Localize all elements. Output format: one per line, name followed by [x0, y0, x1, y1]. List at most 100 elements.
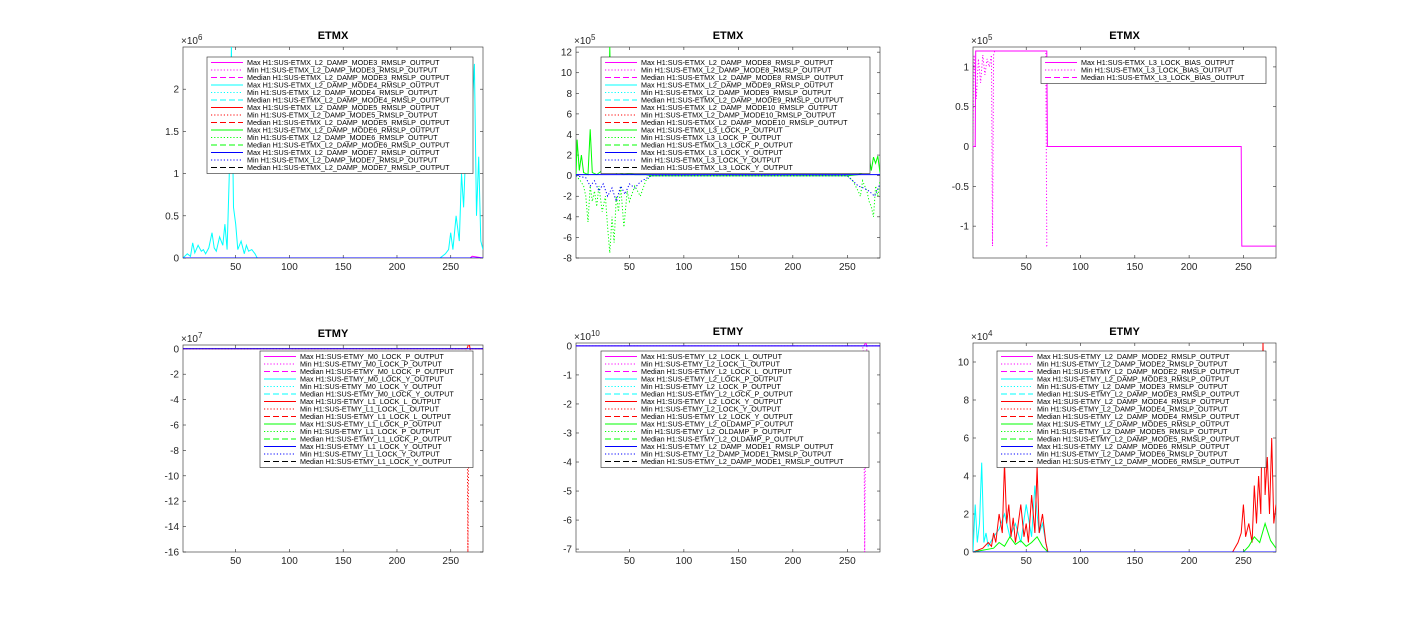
legend-entry: Max H1:SUS-ETMX_L2_DAMP_MODE10_RMSLP_OUT…	[641, 103, 838, 112]
x-tick-label: 250	[442, 556, 459, 567]
legend-entry: Min H1:SUS-ETMY_L2_LOCK_L_OUTPUT	[641, 360, 781, 369]
y-tick-label: 4	[566, 130, 572, 141]
legend-entry: Min H1:SUS-ETMY_L1_LOCK_Y_OUTPUT	[300, 450, 440, 459]
legend-entry: Max H1:SUS-ETMY_M0_LOCK_Y_OUTPUT	[300, 375, 444, 384]
x-tick-label: 100	[676, 262, 693, 273]
axis-exponent-base: ×10	[574, 36, 591, 47]
legend-entry: Min H1:SUS-ETMY_L2_OLDAMP_P_OUTPUT	[641, 427, 792, 436]
y-tick-label: 0.5	[955, 102, 969, 113]
axis-exponent-power: 6	[198, 33, 203, 42]
y-tick-label: -4	[563, 212, 572, 223]
x-tick-label: 250	[1235, 556, 1252, 567]
legend-entry: Min H1:SUS-ETMX_L2_DAMP_MODE5_RMSLP_OUTP…	[247, 111, 438, 120]
y-tick-label: 6	[566, 109, 572, 120]
axis-exponent-power: 4	[988, 329, 993, 338]
y-tick-label: 2	[566, 151, 572, 162]
x-tick-label: 150	[1126, 262, 1143, 273]
x-tick-label: 150	[730, 556, 747, 567]
legend-entry: Max H1:SUS-ETMY_L2_DAMP_MODE4_RMSLP_OUTP…	[1037, 397, 1230, 406]
chart-panel-1: ETMX ×106 50 100 150 200 250 0 0.5 1 1.5 2 Max H1:SU…	[165, 30, 484, 273]
legend-entry: Median H1:SUS-ETMY_L2_DAMP_MODE5_RMSLP_O…	[1037, 435, 1240, 444]
legend-box	[1040, 56, 1267, 84]
legend-entry: Max H1:SUS-ETMX_L2_DAMP_MODE4_RMSLP_OUTP…	[247, 81, 440, 90]
legend-entry: Median H1:SUS-ETMX_L2_DAMP_MODE8_RMSLP_O…	[641, 73, 844, 82]
legend-entry: Median H1:SUS-ETMY_L1_LOCK_Y_OUTPUT	[300, 457, 452, 466]
legend-entry: Median H1:SUS-ETMY_L2_DAMP_MODE4_RMSLP_O…	[1037, 412, 1240, 421]
legend-entry: Median H1:SUS-ETMX_L3_LOCK_Y_OUTPUT	[641, 163, 793, 172]
legend-entry: Median H1:SUS-ETMY_L2_LOCK_Y_OUTPUT	[641, 412, 793, 421]
y-tick-label: 12	[561, 48, 573, 59]
x-tick-label: 50	[624, 556, 636, 567]
y-tick-label: -3	[563, 428, 572, 439]
legend-entry: Median H1:SUS-ETMX_L2_DAMP_MODE10_RMSLP_…	[641, 118, 848, 127]
y-tick-label: 0	[963, 142, 969, 153]
legend-box	[259, 350, 474, 468]
axis-exponent: ×105	[971, 33, 993, 47]
legend-entry: Median H1:SUS-ETMY_L2_DAMP_MODE6_RMSLP_O…	[1037, 457, 1240, 466]
legend-entry: Median H1:SUS-ETMX_L3_LOCK_BIAS_OUTPUT	[1081, 73, 1245, 82]
x-tick-label: 250	[839, 262, 856, 273]
legend-entry: Median H1:SUS-ETMY_L2_LOCK_P_OUTPUT	[641, 390, 793, 399]
legend-entry: Min H1:SUS-ETMX_L3_LOCK_BIAS_OUTPUT	[1081, 66, 1233, 75]
legend-entry: Max H1:SUS-ETMX_L3_LOCK_Y_OUTPUT	[641, 148, 783, 157]
x-tick-label: 150	[335, 556, 352, 567]
y-tick-label: -16	[165, 548, 180, 559]
x-tick-label: 100	[676, 556, 693, 567]
series-group	[973, 50, 1276, 247]
series-line-1	[973, 462, 1049, 552]
legend-entry: Min H1:SUS-ETMY_M0_LOCK_P_OUTPUT	[300, 360, 442, 369]
legend-entry: Max H1:SUS-ETMY_L2_DAMP_MODE6_RMSLP_OUTP…	[1037, 442, 1230, 451]
y-tick-label: -6	[563, 516, 572, 527]
legend-entry: Min H1:SUS-ETMY_L2_LOCK_Y_OUTPUT	[641, 405, 781, 414]
legend-entry: Min H1:SUS-ETMY_L2_DAMP_MODE4_RMSLP_OUTP…	[1037, 405, 1228, 414]
legend-entry: Min H1:SUS-ETMY_L2_DAMP_MODE5_RMSLP_OUTP…	[1037, 427, 1228, 436]
legend-entry: Min H1:SUS-ETMY_M0_LOCK_Y_OUTPUT	[300, 382, 442, 391]
legend-entry: Median H1:SUS-ETMX_L2_DAMP_MODE9_RMSLP_O…	[641, 96, 844, 105]
series-line-1	[973, 50, 1276, 247]
x-tick-label: 250	[1235, 262, 1252, 273]
y-tick-label: 0	[963, 548, 969, 559]
legend-entry: Max H1:SUS-ETMY_L2_LOCK_L_OUTPUT	[641, 352, 783, 361]
x-tick-label: 250	[442, 262, 459, 273]
legend-entry: Max H1:SUS-ETMX_L2_DAMP_MODE5_RMSLP_OUTP…	[247, 103, 440, 112]
legend-box	[996, 350, 1267, 468]
y-tick-label: -2	[170, 370, 179, 381]
series-group	[576, 343, 880, 552]
legend-box	[600, 350, 870, 468]
chart-title: ETMX	[318, 30, 349, 42]
y-tick-label: 10	[561, 68, 573, 79]
axis-exponent-power: 7	[198, 331, 203, 340]
legend-entry: Min H1:SUS-ETMY_L2_DAMP_MODE3_RMSLP_OUTP…	[1037, 382, 1228, 391]
legend-entry: Min H1:SUS-ETMY_L2_DAMP_MODE1_RMSLP_OUTP…	[641, 450, 832, 459]
y-tick-label: -12	[165, 497, 180, 508]
legend-entry: Max H1:SUS-ETMX_L2_DAMP_MODE9_RMSLP_OUTP…	[641, 81, 834, 90]
series-line-2	[973, 343, 1276, 552]
legend-entry: Max H1:SUS-ETMX_L2_DAMP_MODE7_RMSLP_OUTP…	[247, 148, 440, 157]
y-tick-label: 1	[173, 169, 179, 180]
legend: Max H1:SUS-ETMX_L2_DAMP_MODE8_RMSLP_OUTP…	[600, 56, 871, 174]
legend-entry: Max H1:SUS-ETMY_L2_OLDAMP_P_OUTPUT	[641, 420, 794, 429]
chart-panel-5: ETMY ×1010 50 100 150 200 250 -7 -6 -5 -4 -3 -2 -1 0 Ma…	[563, 326, 881, 567]
legend-entry: Min H1:SUS-ETMY_L2_DAMP_MODE6_RMSLP_OUTP…	[1037, 450, 1228, 459]
y-tick-label: 10	[958, 358, 970, 369]
legend-entry: Max H1:SUS-ETMY_L2_DAMP_MODE1_RMSLP_OUTP…	[641, 442, 834, 451]
legend-entry: Max H1:SUS-ETMX_L3_LOCK_BIAS_OUTPUT	[1081, 58, 1235, 67]
axis-exponent-power: 5	[591, 33, 596, 42]
x-tick-label: 200	[1181, 556, 1198, 567]
legend-entry: Median H1:SUS-ETMX_L2_DAMP_MODE3_RMSLP_O…	[247, 73, 450, 82]
legend-entry: Max H1:SUS-ETMX_L2_DAMP_MODE6_RMSLP_OUTP…	[247, 126, 440, 135]
y-tick-label: 4	[963, 472, 969, 483]
legend-entry: Min H1:SUS-ETMX_L3_LOCK_Y_OUTPUT	[641, 156, 781, 165]
axis-exponent: ×107	[181, 331, 203, 345]
legend-entry: Median H1:SUS-ETMY_L2_DAMP_MODE2_RMSLP_O…	[1037, 367, 1240, 376]
y-tick-label: -6	[170, 421, 179, 432]
y-tick-label: -4	[170, 395, 179, 406]
chart-title: ETMX	[1109, 30, 1140, 42]
y-tick-label: -10	[165, 471, 180, 482]
x-tick-label: 50	[230, 556, 242, 567]
chart-panel-3: ETMX ×105 50 100 150 200 250 -1 -0.5 0 0.5 1 Max H1:…	[952, 30, 1277, 273]
legend-box	[206, 56, 474, 174]
y-tick-label: 2	[173, 85, 179, 96]
